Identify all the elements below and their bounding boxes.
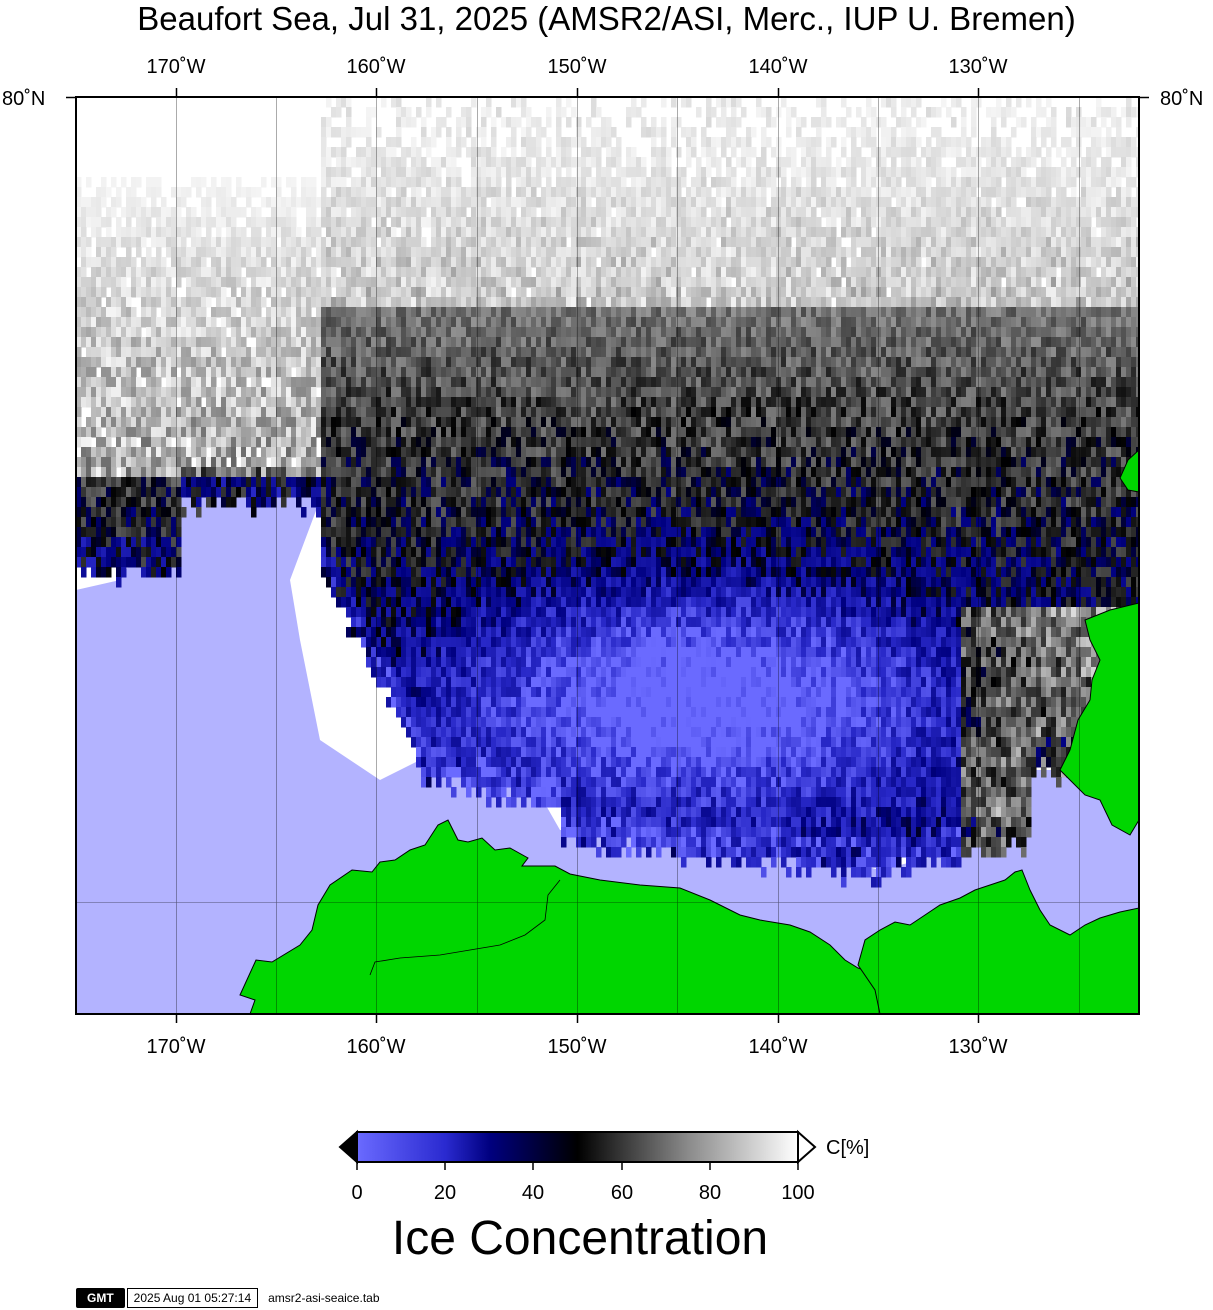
colorbar-tick-0: 0 [351, 1182, 363, 1204]
alaska-land [239, 819, 886, 1014]
timestamp: 2025 Aug 01 05:27:14 [126, 1288, 259, 1308]
colorbar-tick-80: 80 [698, 1182, 722, 1204]
colorbar-tick-100: 100 [781, 1182, 815, 1204]
source-filename: amsr2-asi-seaice.tab [268, 1291, 380, 1305]
lon-label-bottom-150w: 150˚W [547, 1036, 607, 1058]
lon-label-top-150w: 150˚W [547, 56, 607, 78]
map-ticks [66, 88, 1149, 1023]
colorbar-tick-40: 40 [521, 1182, 545, 1204]
lon-label-bottom-140w: 140˚W [748, 1036, 808, 1058]
lon-label-top-130w: 130˚W [948, 56, 1008, 78]
lon-label-top-160w: 160˚W [346, 56, 406, 78]
prince-patrick-island-land [1119, 449, 1139, 493]
colorbar-high-arrow [797, 1129, 817, 1165]
lat-label-right-80n: 80˚N [1160, 88, 1204, 110]
colorbar-gradient [356, 1131, 799, 1163]
map-title: Beaufort Sea, Jul 31, 2025 (AMSR2/ASI, M… [137, 0, 1076, 37]
lon-label-top-170w: 170˚W [146, 56, 206, 78]
colorbar-tick-20: 20 [433, 1182, 457, 1204]
lon-label-bottom-130w: 130˚W [948, 1036, 1008, 1058]
colorbar-low-arrow [338, 1129, 358, 1165]
yukon-coast-land [857, 869, 1139, 1014]
land-boundary-line [369, 879, 561, 976]
graticule [76, 97, 1139, 1014]
colorbar [338, 1129, 817, 1170]
colorbar-title: Ice Concentration [391, 1212, 769, 1265]
lon-label-top-140w: 140˚W [748, 56, 808, 78]
colorbar-unit: C[%] [826, 1137, 870, 1159]
gmt-logo: GMT [76, 1288, 125, 1308]
footer: GMT 2025 Aug 01 05:27:14 amsr2-asi-seaic… [76, 1288, 380, 1308]
lon-label-bottom-170w: 170˚W [146, 1036, 206, 1058]
lon-label-bottom-160w: 160˚W [346, 1036, 406, 1058]
map-frame [75, 96, 1140, 1015]
colorbar-tick-60: 60 [610, 1182, 634, 1204]
lat-label-left-80n: 80˚N [2, 88, 46, 110]
